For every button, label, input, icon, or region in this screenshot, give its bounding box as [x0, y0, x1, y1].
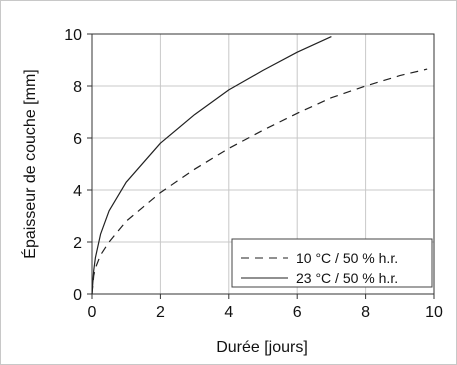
y-tick-label-3: 6 [73, 131, 82, 148]
x-tick-label-3: 6 [293, 304, 302, 321]
series-lines [91, 36, 428, 295]
y-tick-label-1: 2 [73, 235, 82, 252]
legend: 10 °C / 50 % h.r. 23 °C / 50 % h.r. [231, 238, 433, 288]
y-tick-label-5: 10 [64, 27, 82, 44]
plot-area-border [91, 33, 435, 295]
x-tick-label-0: 0 [88, 304, 97, 321]
y-tick-label-2: 4 [73, 183, 82, 200]
legend-label-10c: 10 °C / 50 % h.r. [296, 250, 398, 266]
legend-box [231, 238, 433, 288]
x-tick-label-2: 4 [224, 304, 233, 321]
y-axis-label: Épaisseur de couche [mm] [20, 69, 39, 258]
x-tick-label-1: 2 [156, 304, 165, 321]
series-line-0 [91, 68, 428, 295]
y-tick-label-4: 8 [73, 79, 82, 96]
x-axis-label: Durée [jours] [216, 339, 308, 356]
y-tick-label-0: 0 [73, 287, 82, 304]
x-tick-label-4: 8 [361, 304, 370, 321]
legend-label-23c: 23 °C / 50 % h.r. [296, 270, 398, 286]
series-line-1 [91, 36, 332, 295]
axis-ticks: 0 2 4 6 8 10 0 2 4 6 8 10 [64, 27, 443, 321]
x-tick-label-5: 10 [425, 304, 443, 321]
